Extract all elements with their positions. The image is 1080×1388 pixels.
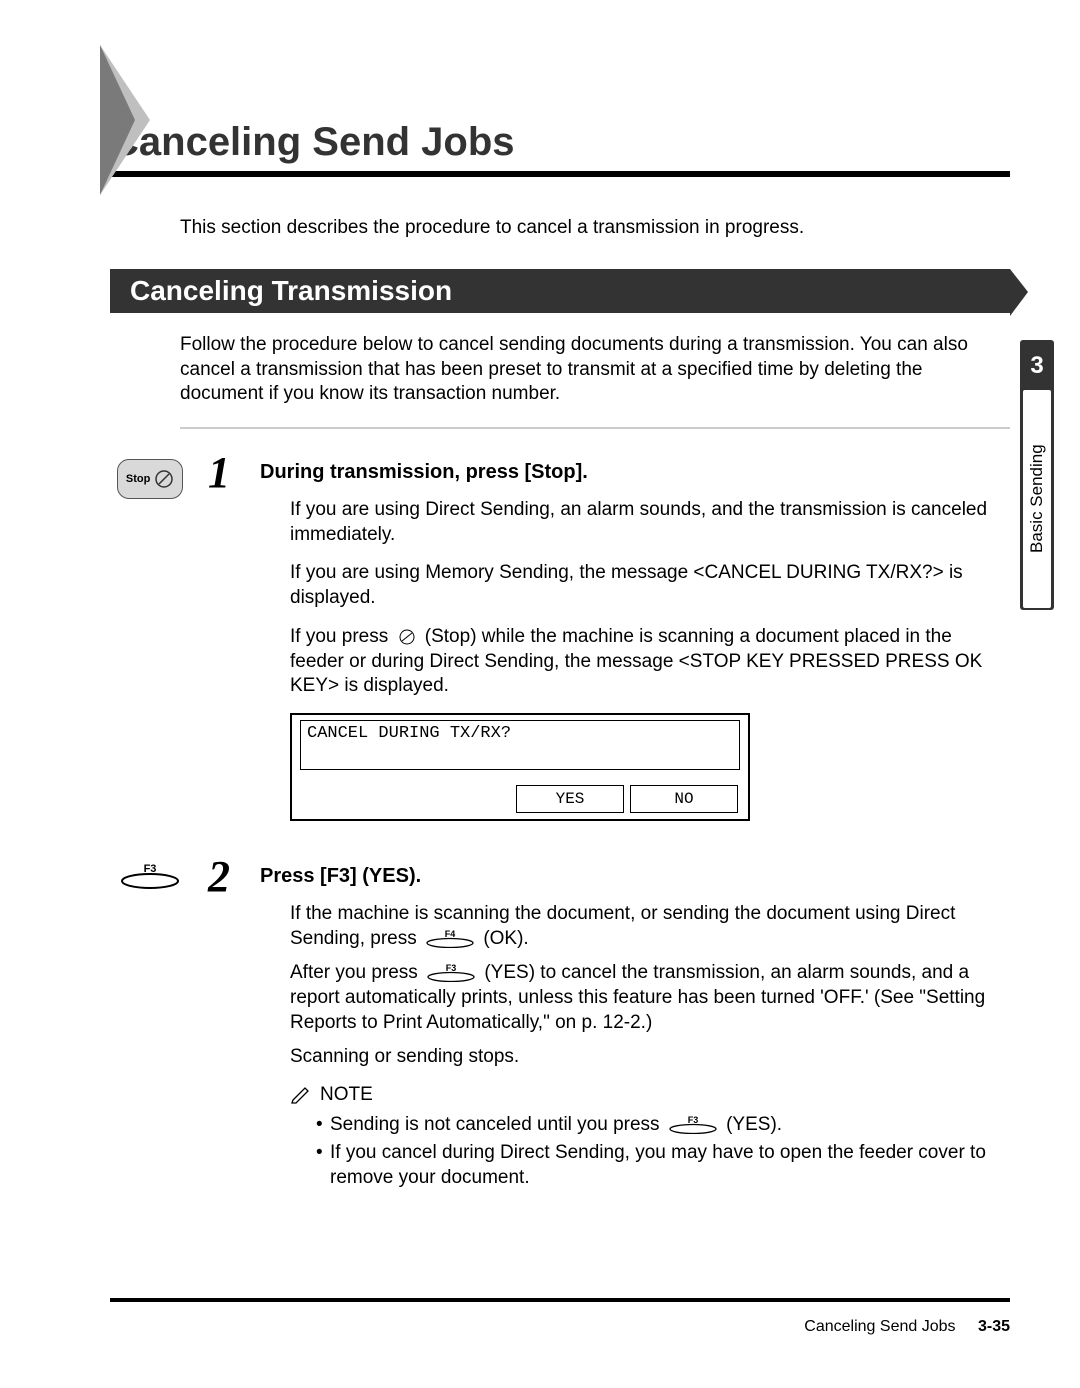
step-2-p1: If the machine is scanning the document,…	[290, 902, 1010, 951]
chapter-number: 3	[1030, 352, 1043, 380]
title-rule	[110, 171, 1010, 177]
step-1: Stop 1 During transmission, press [Stop]…	[110, 451, 1010, 827]
corner-triangle-icon	[100, 45, 150, 195]
f3-inline-key-icon-2: F3	[667, 1116, 719, 1134]
chapter-label: Basic Sending	[1023, 390, 1051, 608]
footer-title: Canceling Send Jobs	[804, 1318, 955, 1335]
step-2-number: 2	[208, 855, 242, 899]
f4-inline-key-icon: F4	[424, 930, 476, 948]
step-2-title: Press [F3] (YES).	[260, 865, 1010, 888]
step-2-icon: F3	[110, 855, 190, 889]
step-1-p1: If you are using Direct Sending, an alar…	[290, 498, 1010, 547]
stop-key-icon: Stop	[117, 459, 183, 499]
step-2-p2: After you press F3 (YES) to cancel the t…	[290, 961, 1010, 1035]
f3-inline-key-icon: F3	[425, 964, 477, 982]
footer: Canceling Send Jobs 3-35	[804, 1318, 1010, 1336]
step-2: F3 2 Press [F3] (YES). If the machine is…	[110, 855, 1010, 1193]
svg-text:F3: F3	[446, 964, 457, 973]
step-1-number: 1	[208, 451, 242, 495]
lcd-yes-button: YES	[516, 785, 624, 813]
lcd-message: CANCEL DURING TX/RX?	[300, 720, 740, 770]
step-2-p2a: After you press	[290, 962, 423, 983]
note-item-2: If you cancel during Direct Sending, you…	[316, 1140, 1010, 1191]
svg-text:F3: F3	[688, 1116, 699, 1125]
f3-key-icon: F3	[119, 863, 181, 889]
chapter-tab: 3 Basic Sending	[1020, 340, 1054, 610]
step-1-icon: Stop	[110, 451, 190, 499]
note-label: NOTE	[320, 1084, 373, 1106]
lcd-no-button: NO	[630, 785, 738, 813]
intro-paragraph: This section describes the procedure to …	[180, 217, 1010, 239]
step-2-p1a: If the machine is scanning the document,…	[290, 903, 955, 949]
step-1-p3: If you press (Stop) while the machine is…	[290, 625, 1010, 699]
step-1-title: During transmission, press [Stop].	[260, 461, 1010, 484]
page-number: 3-35	[978, 1318, 1010, 1335]
step-2-p3: Scanning or sending stops.	[290, 1045, 1010, 1070]
lcd-display: CANCEL DURING TX/RX? YES NO	[290, 713, 750, 821]
step-2-p1b: (OK).	[483, 928, 528, 949]
svg-text:F3: F3	[144, 863, 157, 875]
stop-key-label: Stop	[126, 473, 150, 485]
step-1-p3a: If you press	[290, 626, 394, 647]
note-1a: Sending is not canceled until you press	[330, 1114, 665, 1135]
footer-rule	[110, 1298, 1010, 1302]
divider	[180, 427, 1010, 429]
note-1b: (YES).	[726, 1114, 782, 1135]
note-pencil-icon	[290, 1085, 312, 1105]
note-heading: NOTE	[290, 1084, 1010, 1106]
page-title: Canceling Send Jobs	[110, 120, 1010, 165]
note-item-1: Sending is not canceled until you press …	[316, 1112, 1010, 1138]
stop-inline-icon	[396, 628, 418, 646]
section-body: Follow the procedure below to cancel sen…	[180, 333, 1010, 407]
section-heading: Canceling Transmission	[110, 269, 1010, 313]
svg-text:F4: F4	[445, 930, 456, 939]
note-list: Sending is not canceled until you press …	[316, 1112, 1010, 1191]
step-1-p2: If you are using Memory Sending, the mes…	[290, 561, 1010, 610]
